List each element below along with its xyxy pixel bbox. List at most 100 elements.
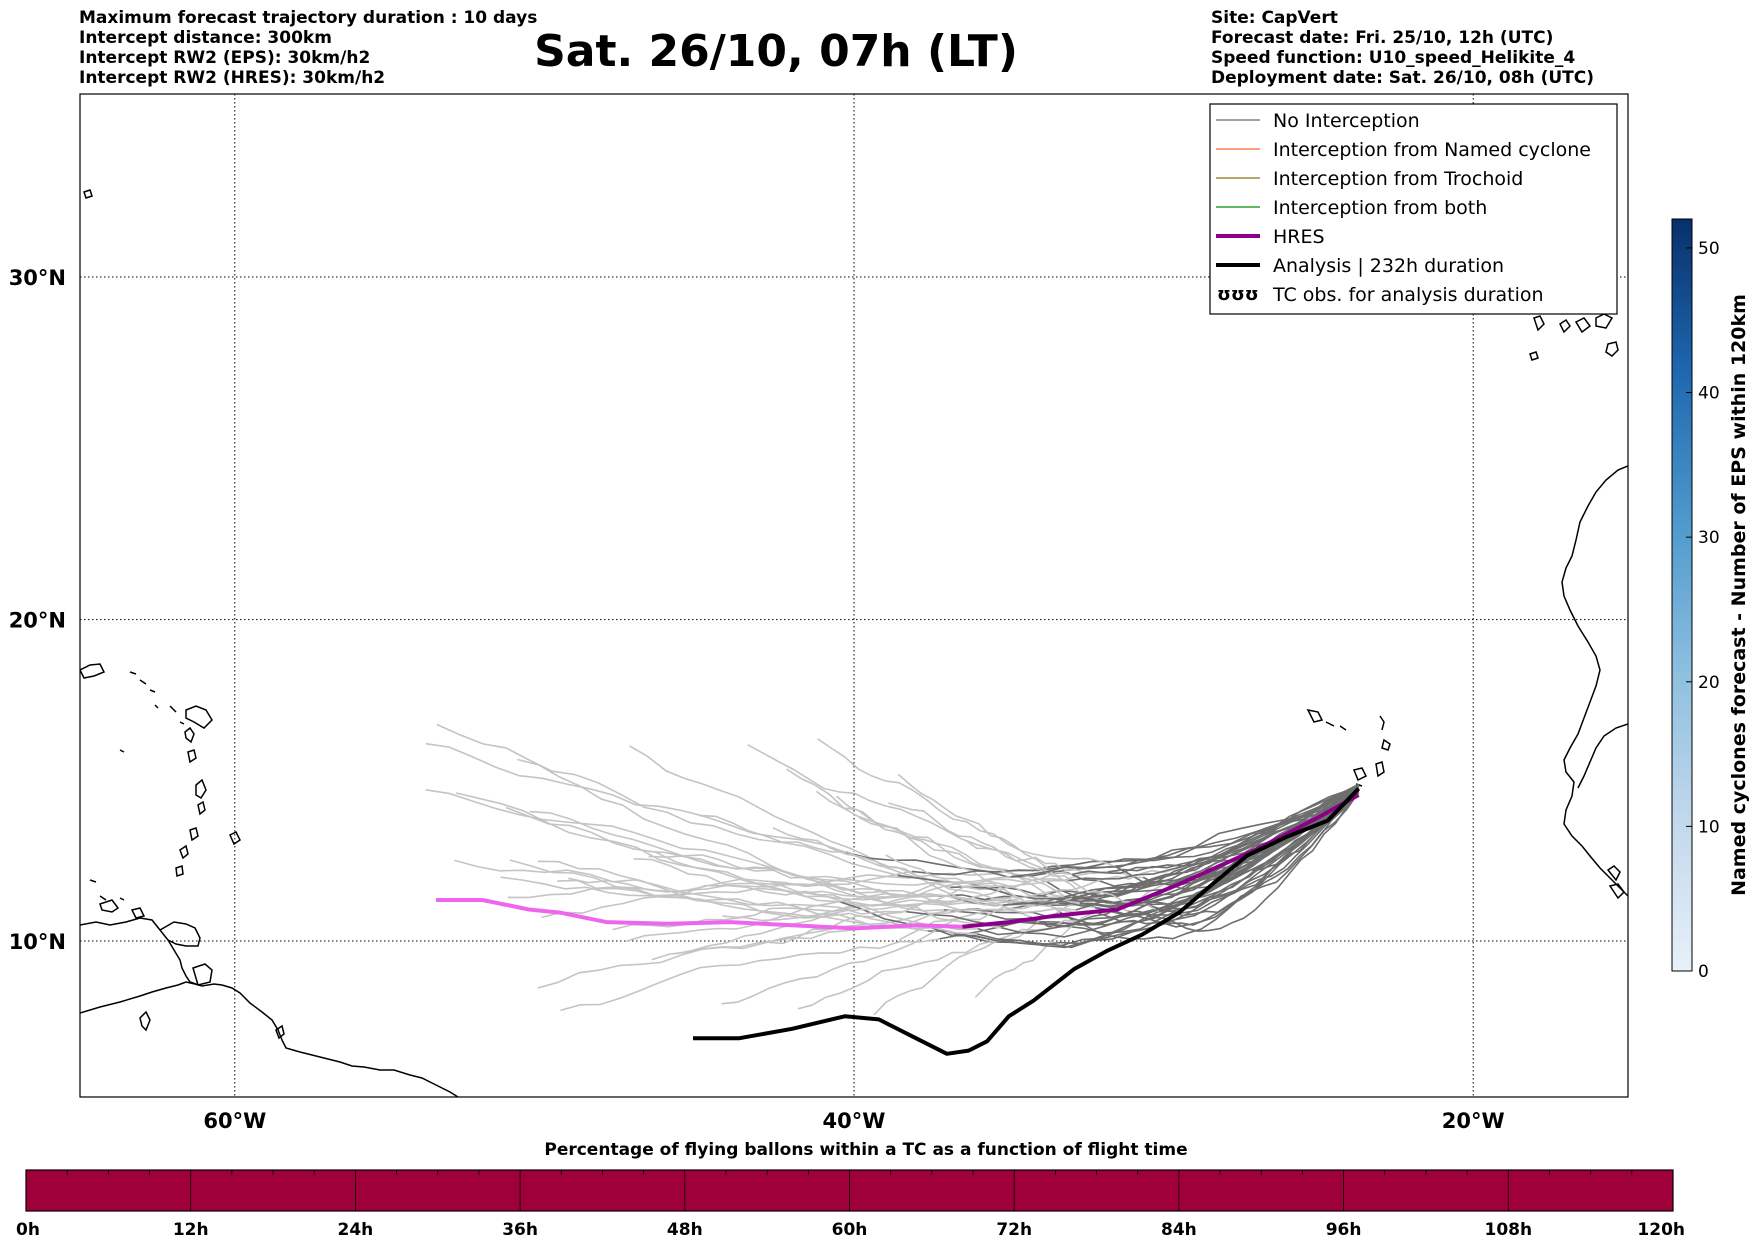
eps-track-far [507, 870, 913, 899]
canary-islands [1529, 313, 1619, 361]
legend-box [1209, 103, 1618, 315]
eps-track-far [721, 897, 1073, 1005]
colorbar-bottom-tick-label: 60h [832, 1220, 868, 1240]
colorbar-bottom-tick-label: 108h [1485, 1220, 1533, 1240]
venezuela-coast [80, 917, 197, 985]
colorbar-right-ticks: 0 10 20 30 40 50 [1686, 239, 1720, 982]
eps-track-far [568, 877, 1004, 907]
eps-track-far [888, 802, 1160, 913]
legend-label: HRES [1273, 226, 1325, 248]
eps-track-near [1003, 788, 1360, 907]
axis-labels: 60°W 40°W 20°W 30°N 20°N 10°N [9, 266, 1505, 1133]
eps-track-far [899, 868, 1176, 941]
title-text: Sat. 26/10, 07h (LT) [534, 26, 1018, 77]
eps-track-far [770, 881, 1036, 907]
header-left-line: Intercept distance: 300km [79, 28, 332, 48]
header-left-line: Intercept RW2 (EPS): 30km/h2 [79, 48, 371, 68]
africa-coast [1561, 465, 1628, 897]
header-left-line: Intercept RW2 (HRES): 30km/h2 [79, 68, 386, 88]
lat-tick-label: 10°N [9, 930, 66, 954]
header-right-line: Deployment date: Sat. 26/10, 08h (UTC) [1211, 68, 1595, 88]
header-left: Maximum forecast trajectory duration : 1… [79, 8, 537, 88]
eps-track-near [939, 787, 1360, 940]
legend-tc-symbol-icon: ʊʊʊ [1217, 284, 1259, 305]
lat-tick-label: 30°N [9, 266, 66, 290]
eps-track-far [626, 875, 1011, 942]
guiana-island [275, 1024, 285, 1040]
caribbean-islands [99, 899, 146, 919]
legend-label: Interception from Trochoid [1273, 168, 1523, 190]
header-left-line: Maximum forecast trajectory duration : 1… [79, 8, 538, 28]
legend-label: TC obs. for analysis duration [1272, 284, 1544, 306]
header-right-line: Site: CapVert [1211, 8, 1338, 28]
page-title: Sat. 26/10, 07h (LT) [0, 26, 1752, 78]
bermuda-island [83, 189, 93, 199]
eps-track-far [648, 850, 1057, 906]
colorbar-bottom-tick-label: 36h [502, 1220, 538, 1240]
header-right-line: Speed function: U10_speed_Helikite_4 [1211, 48, 1576, 68]
hres-track-near [962, 793, 1360, 929]
colorbar-bottom-tick-label: 48h [667, 1220, 703, 1240]
colorbar-right-tick-label: 30 [1698, 528, 1720, 548]
colorbar-right-tick-label: 20 [1698, 673, 1720, 693]
lesser-antilles [175, 726, 241, 878]
coastlines [80, 189, 1628, 1097]
eps-track-far [768, 871, 1108, 945]
eps-track-far [517, 758, 1002, 929]
hres-track-group [436, 793, 1360, 931]
eps-track-near [1010, 784, 1360, 878]
eps-track-far [629, 745, 1031, 918]
colorbar-right-tick-label: 50 [1698, 239, 1720, 259]
colorbar-bottom-title-text: Percentage of flying ballons within a TC… [544, 1140, 1188, 1160]
eps-track-far [747, 744, 1054, 875]
colorbar-bottom-ticks: 0h 12h 24h 36h 48h 60h 72h 84h 96h 108h 120h [16, 1170, 1685, 1240]
senegal-islands [1606, 865, 1625, 900]
lat-tick-label: 20°N [9, 609, 66, 633]
colorbar-bottom-title: Percentage of flying ballons within a TC… [0, 1140, 1752, 1160]
colorbar-bottom-tick-label: 24h [338, 1220, 374, 1240]
colorbar-right-tick-label: 40 [1698, 384, 1720, 404]
eps-track-far [797, 919, 1079, 1010]
colorbar-right-label: Named cyclones forecast - Number of EPS … [1728, 294, 1750, 896]
colorbar-bottom-tick-label: 0h [16, 1220, 40, 1240]
eps-track-far [722, 871, 1073, 919]
eps-track-far [436, 723, 899, 877]
colorbar-right-tick-label: 10 [1698, 817, 1720, 837]
colorbar-bottom-tick-label: 96h [1326, 1220, 1362, 1240]
small-islands [89, 671, 185, 901]
lon-tick-label: 20°W [1442, 1109, 1505, 1133]
trinidad-island [192, 963, 213, 986]
colorbar-bottom-tick-label: 120h [1637, 1220, 1685, 1240]
grid-lines [80, 94, 1628, 1097]
eps-track-near [1098, 791, 1360, 926]
eps-track-far [537, 860, 928, 932]
analysis-track [693, 787, 1361, 1056]
guiana-island [139, 1010, 151, 1032]
eps-track-far [455, 792, 840, 903]
legend-label: No Interception [1273, 110, 1420, 132]
colorbar-right-bar [1671, 218, 1693, 972]
paria-peninsula [159, 921, 201, 947]
eps-track-near [1057, 787, 1360, 940]
virgin-islands [185, 705, 213, 729]
eps-track-far [675, 877, 1069, 955]
header-right: Site: CapVert Forecast date: Fri. 25/10,… [1211, 8, 1594, 88]
eps-track-far [815, 790, 1048, 883]
eps-track-far [425, 742, 846, 854]
colorbar-right-tick-label: 0 [1698, 962, 1709, 982]
eps-track-near [1068, 791, 1359, 882]
colorbar-bottom-tick-label: 84h [1161, 1220, 1197, 1240]
colorbar-bottom-tick-label: 72h [996, 1220, 1032, 1240]
colorbar-right: 0 10 20 30 40 50 Named cyclones forecast - Nu… [1671, 218, 1750, 982]
cape-verde-islands [1306, 708, 1391, 787]
lon-tick-label: 60°W [203, 1109, 266, 1133]
colorbar-bottom: 0h 12h 24h 36h 48h 60h 72h 84h 96h 108h 120h [16, 1169, 1685, 1240]
eps-track-far [454, 859, 907, 915]
puerto-rico [80, 663, 106, 679]
south-america-coast [80, 981, 459, 1097]
lon-tick-label: 40°W [823, 1109, 886, 1133]
legend: No Interception Interception from Named c… [1209, 103, 1618, 315]
west-africa-coast [1577, 723, 1628, 789]
legend-items: No Interception Interception from Named c… [1216, 110, 1591, 306]
legend-label: Interception from Named cyclone [1273, 139, 1591, 161]
